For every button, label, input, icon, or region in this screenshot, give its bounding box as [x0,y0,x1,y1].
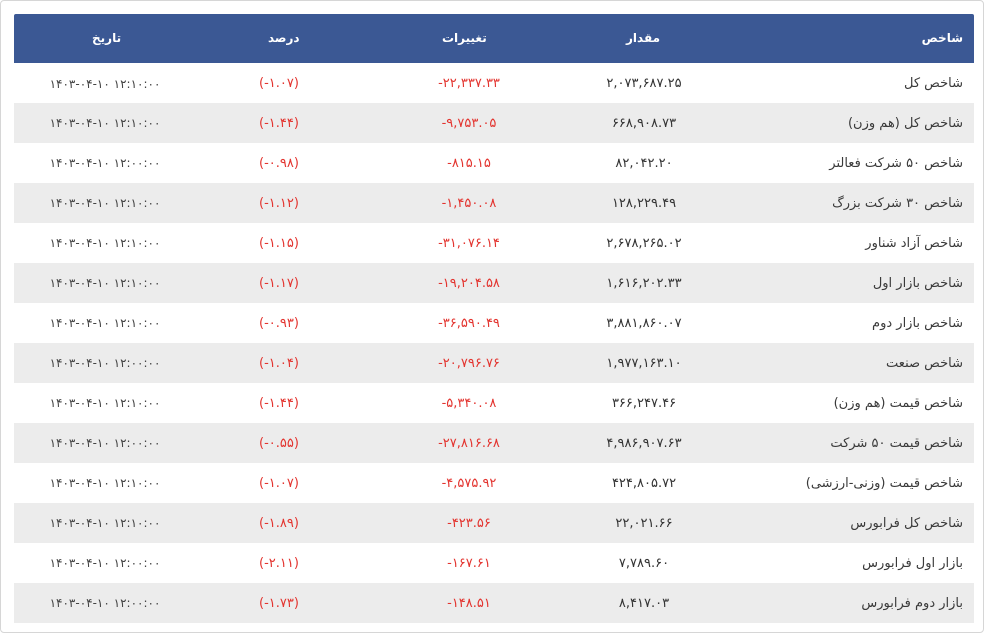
index-change: -۸۱۵.۱۵ [447,155,491,171]
index-date: ۱۴۰۳-۰۴-۱۰ ۱۲:۱۰:۰۰ [49,116,161,130]
index-name: شاخص کل [904,76,963,91]
index-change: -۴۲۳.۵۶ [447,515,491,531]
index-name: بازار دوم فرابورس [861,595,963,611]
index-percent: (-۱.۴۴) [259,115,299,131]
index-name: شاخص صنعت [886,355,963,371]
header-date: تاریخ [92,31,122,45]
index-value: ۱,۶۱۶,۲۰۲.۳۳ [606,275,682,291]
index-name: شاخص آزاد شناور [865,235,963,251]
index-percent: (-۱.۱۲) [259,195,299,211]
table-header: شاخص مقدار تغییرات درصد تاریخ [14,14,974,63]
index-name: بازار اول فرابورس [862,555,963,571]
index-value: ۲,۰۷۳,۶۸۷.۲۵ [606,76,682,91]
index-date: ۱۴۰۳-۰۴-۱۰ ۱۲:۱۰:۰۰ [49,516,161,530]
index-value: ۷,۷۸۹.۶۰ [618,555,670,571]
table-row[interactable]: شاخص صنعت ۱,۹۷۷,۱۶۳.۱۰ -۲۰,۷۹۶.۷۶ (-۱.۰۴) ۱۴… [14,343,974,383]
index-change: -۵,۳۴۰.۰۸ [441,395,497,411]
table-row[interactable]: بازار اول فرابورس ۷,۷۸۹.۶۰ -۱۶۷.۶۱ (-۲.۱۱) ۱… [14,543,974,583]
index-value: ۱,۹۷۷,۱۶۳.۱۰ [606,355,682,371]
table-row[interactable]: شاخص کل ۲,۰۷۳,۶۸۷.۲۵ -۲۲,۳۳۷.۳۳ (-۱.۰۷) ۱۴۰۳… [14,64,974,103]
index-date: ۱۴۰۳-۰۴-۱۰ ۱۲:۱۰:۰۰ [49,196,161,210]
index-percent: (-۱.۱۷) [259,275,299,291]
index-value: ۳۶۶,۲۴۷.۴۶ [611,395,677,411]
index-change: -۲۷,۸۱۶.۶۸ [438,435,500,451]
table-row[interactable]: شاخص ۳۰ شرکت بزرگ ۱۲۸,۲۲۹.۴۹ -۱,۴۵۰.۰۸ (-۱.… [14,183,974,223]
index-value: ۱۲۸,۲۲۹.۴۹ [611,195,677,211]
index-date: ۱۴۰۳-۰۴-۱۰ ۱۲:۰۰:۰۰ [49,436,161,450]
index-change: -۴,۵۷۵.۹۲ [441,475,497,491]
index-percent: (-۰.۹۳) [259,315,299,331]
index-percent: (-۱.۰۷) [259,76,299,91]
table-body: شاخص کل ۲,۰۷۳,۶۸۷.۲۵ -۲۲,۳۳۷.۳۳ (-۱.۰۷) ۱۴۰۳… [14,64,974,623]
index-change: -۲۰,۷۹۶.۷۶ [438,355,500,371]
index-value: ۸,۴۱۷.۰۳ [618,595,670,611]
table-row[interactable]: شاخص قیمت ۵۰ شرکت ۴,۹۸۶,۹۰۷.۶۳ -۲۷,۸۱۶.۶۸ (… [14,423,974,463]
index-change: -۳۶,۵۹۰.۴۹ [438,315,500,331]
index-percent: (-۱.۷۳) [259,595,299,611]
index-name: شاخص کل فرابورس [850,515,963,531]
index-percent: (-۱.۰۷) [259,475,299,491]
index-name: شاخص بازار دوم [872,315,963,331]
table-row[interactable]: شاخص قیمت (هم وزن) ۳۶۶,۲۴۷.۴۶ -۵,۳۴۰.۰۸ (-۱… [14,383,974,423]
index-date: ۱۴۰۳-۰۴-۱۰ ۱۲:۰۰:۰۰ [49,356,161,370]
index-date: ۱۴۰۳-۰۴-۱۰ ۱۲:۰۰:۰۰ [49,596,161,610]
table-row[interactable]: شاخص قیمت (وزنی-ارزشی) ۴۲۴,۸۰۵.۷۲ -۴,۵۷۵.۹… [14,463,974,503]
table-row[interactable]: بازار دوم فرابورس ۸,۴۱۷.۰۳ -۱۴۸.۵۱ (-۱.۷۳) ۱… [14,583,974,623]
index-value: ۲,۶۷۸,۲۶۵.۰۲ [606,235,682,251]
index-date: ۱۴۰۳-۰۴-۱۰ ۱۲:۰۰:۰۰ [49,556,161,570]
index-name: شاخص ۳۰ شرکت بزرگ [832,195,963,211]
header-name: شاخص [921,31,963,45]
index-change: -۹,۷۵۳.۰۵ [441,115,497,131]
index-percent: (-۰.۵۵) [259,435,299,451]
table-row[interactable]: شاخص بازار اول ۱,۶۱۶,۲۰۲.۳۳ -۱۹,۲۰۴.۵۸ (-۱.… [14,263,974,303]
index-percent: (-۱.۰۴) [259,355,299,371]
index-date: ۱۴۰۳-۰۴-۱۰ ۱۲:۱۰:۰۰ [49,396,161,410]
table-row[interactable]: شاخص ۵۰ شرکت فعالتر ۸۲,۰۴۲.۲۰ -۸۱۵.۱۵ (-۰.۹… [14,143,974,183]
index-table: شاخص مقدار تغییرات درصد تاریخ شاخص کل ۲,۰… [14,14,974,623]
index-change: -۱۴۸.۵۱ [447,595,491,611]
index-value: ۸۲,۰۴۲.۲۰ [615,155,673,171]
index-percent: (-۰.۹۸) [259,155,299,171]
index-name: شاخص قیمت (وزنی-ارزشی) [805,475,963,491]
index-date: ۱۴۰۳-۰۴-۱۰ ۱۲:۰۰:۰۰ [49,156,161,170]
index-name: شاخص قیمت ۵۰ شرکت [830,435,963,451]
index-percent: (-۱.۴۴) [259,395,299,411]
table-row[interactable]: شاخص آزاد شناور ۲,۶۷۸,۲۶۵.۰۲ -۳۱,۰۷۶.۱۴ (-۱… [14,223,974,263]
index-name: شاخص کل (هم وزن) [847,115,963,131]
index-percent: (-۱.۸۹) [259,515,299,531]
index-value: ۳,۸۸۱,۸۶۰.۰۷ [606,315,682,331]
index-value: ۶۶۸,۹۰۸.۷۳ [611,115,677,131]
index-date: ۱۴۰۳-۰۴-۱۰ ۱۲:۱۰:۰۰ [49,76,161,91]
index-value: ۲۲,۰۲۱.۶۶ [615,515,673,531]
index-name: شاخص ۵۰ شرکت فعالتر [829,155,963,171]
index-date: ۱۴۰۳-۰۴-۱۰ ۱۲:۱۰:۰۰ [49,476,161,490]
index-date: ۱۴۰۳-۰۴-۱۰ ۱۲:۱۰:۰۰ [49,276,161,290]
index-name: شاخص بازار اول [872,275,963,291]
table-row[interactable]: شاخص بازار دوم ۳,۸۸۱,۸۶۰.۰۷ -۳۶,۵۹۰.۴۹ (-۰.… [14,303,974,343]
index-change: -۳۱,۰۷۶.۱۴ [438,235,500,251]
index-change: -۲۲,۳۳۷.۳۳ [438,76,500,91]
index-name: شاخص قیمت (هم وزن) [833,395,963,411]
index-date: ۱۴۰۳-۰۴-۱۰ ۱۲:۱۰:۰۰ [49,316,161,330]
table-row[interactable]: شاخص کل (هم وزن) ۶۶۸,۹۰۸.۷۳ -۹,۷۵۳.۰۵ (-۱.۴… [14,103,974,143]
index-change: -۱۹,۲۰۴.۵۸ [438,275,500,291]
index-date: ۱۴۰۳-۰۴-۱۰ ۱۲:۱۰:۰۰ [49,236,161,250]
index-value: ۴۲۴,۸۰۵.۷۲ [611,475,677,491]
index-change: -۱,۴۵۰.۰۸ [441,195,497,211]
header-value: مقدار [626,31,661,45]
index-percent: (-۲.۱۱) [259,555,299,571]
table-row[interactable]: شاخص کل فرابورس ۲۲,۰۲۱.۶۶ -۴۲۳.۵۶ (-۱.۸۹) ۱۴… [14,503,974,543]
header-percent: درصد [268,31,300,45]
header-change: تغییرات [442,31,487,45]
index-percent: (-۱.۱۵) [259,235,299,251]
index-change: -۱۶۷.۶۱ [447,555,491,571]
index-value: ۴,۹۸۶,۹۰۷.۶۳ [606,435,682,451]
